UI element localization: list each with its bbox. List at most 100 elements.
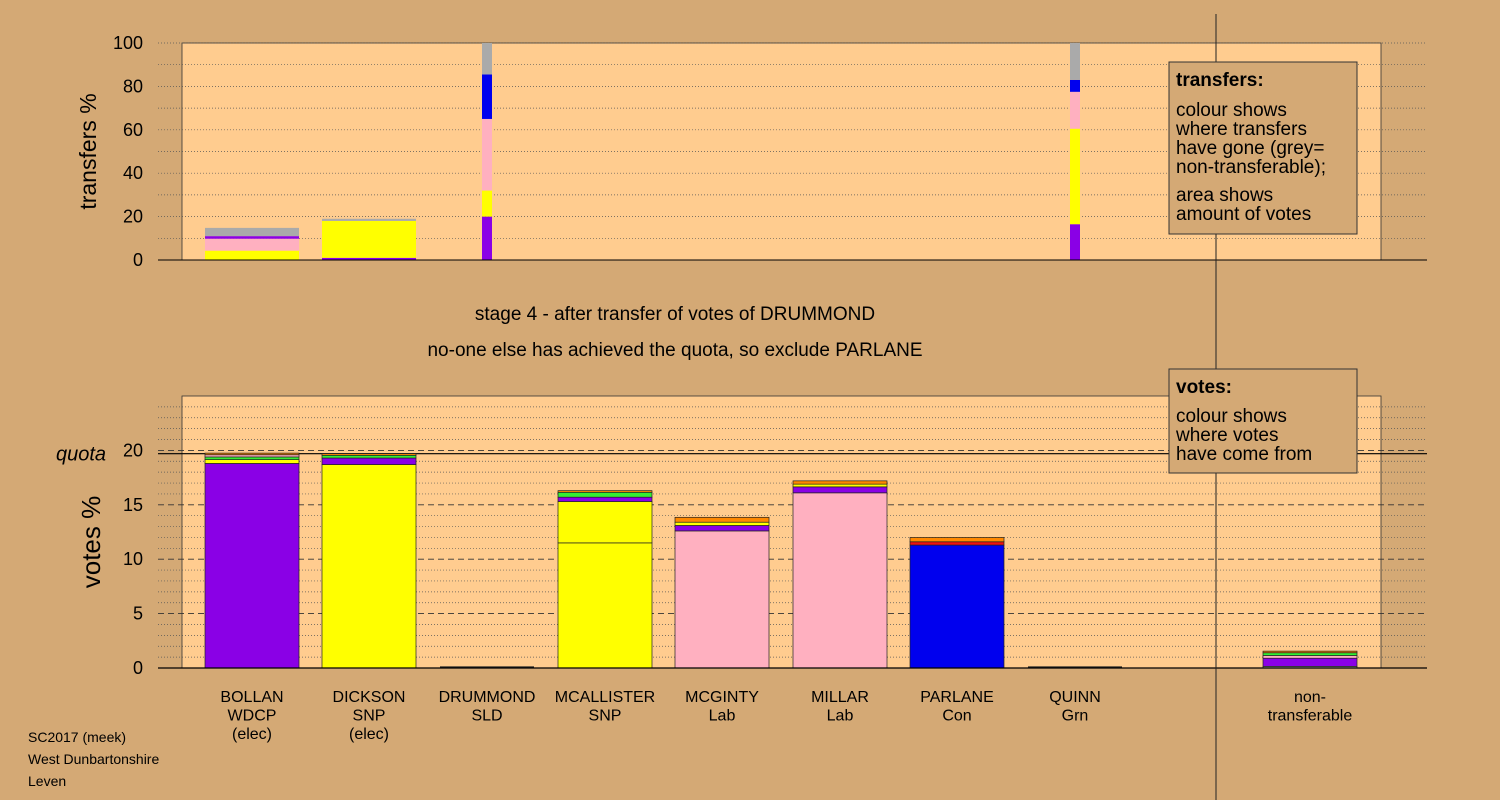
candidate-label: Lab xyxy=(827,708,854,725)
votes-tick-label: 0 xyxy=(133,658,143,678)
votes-tick-label: 10 xyxy=(123,549,143,569)
candidate-label: Lab xyxy=(709,708,736,725)
transfer-segment xyxy=(1070,224,1080,260)
transfer-segment xyxy=(1070,128,1080,225)
vote-segment xyxy=(321,453,417,456)
vote-segment xyxy=(909,541,1005,546)
vote-segment xyxy=(1262,657,1358,667)
transfers-legend-box xyxy=(1168,61,1358,235)
vote-segment xyxy=(557,491,653,498)
candidate-label: DRUMMOND xyxy=(439,689,536,706)
votes-axis-label: votes % xyxy=(76,496,106,589)
transfer-segment xyxy=(482,216,492,260)
transfers-legend-line: have gone (grey= xyxy=(1176,138,1324,159)
vote-segment xyxy=(792,486,888,494)
vote-segment xyxy=(321,464,417,669)
candidate-label: MILLAR xyxy=(811,689,869,706)
transfer-segment xyxy=(482,118,492,191)
transfers-tick-label: 40 xyxy=(123,163,143,183)
candidate-label: BOLLAN xyxy=(220,689,283,706)
votes-tick-label: 15 xyxy=(123,495,143,515)
vote-segment xyxy=(557,496,653,502)
vote-segment xyxy=(557,501,653,544)
transfer-segment xyxy=(322,218,416,221)
transfers-legend-line: area shows xyxy=(1176,185,1273,206)
candidate-label: (elec) xyxy=(349,726,389,743)
stage-title: stage 4 - after transfer of votes of DRU… xyxy=(475,304,875,325)
vote-segment xyxy=(792,492,888,669)
transfer-segment xyxy=(322,220,416,258)
transfer-segment xyxy=(1070,43,1080,80)
transfers-legend-line: non-transferable); xyxy=(1176,157,1326,178)
transfers-tick-label: 0 xyxy=(133,250,143,270)
transfer-segment xyxy=(205,238,299,251)
transfers-tick-label: 60 xyxy=(123,120,143,140)
candidate-label: SLD xyxy=(471,708,502,725)
candidate-label: QUINN xyxy=(1049,689,1101,706)
candidate-label: DICKSON xyxy=(333,689,406,706)
votes-legend-line: where votes xyxy=(1175,425,1278,446)
vote-segment xyxy=(674,516,770,523)
votes-tick-label: 20 xyxy=(123,440,143,460)
vote-segment xyxy=(1262,655,1358,659)
transfers-legend-title: transfers: xyxy=(1176,70,1264,91)
vote-segment xyxy=(321,454,417,459)
stage-subtitle: no-one else has achieved the quota, so e… xyxy=(427,340,922,361)
quota-label: quota xyxy=(56,444,106,466)
transfers-tick-label: 20 xyxy=(123,207,143,227)
transfer-segment xyxy=(205,236,299,239)
vote-segment xyxy=(909,544,1005,669)
footer-ward: Leven xyxy=(28,773,67,789)
candidate-label: SNP xyxy=(353,708,386,725)
vote-segment xyxy=(674,525,770,532)
vote-segment xyxy=(557,542,653,669)
vote-segment xyxy=(909,537,1005,543)
footer-info: SC2017 (meek) West Dunbartonshire Leven xyxy=(28,726,159,792)
footer-council: West Dunbartonshire xyxy=(28,751,160,767)
transfers-tick-label: 80 xyxy=(123,76,143,96)
vote-segment xyxy=(204,459,300,464)
candidate-label: transferable xyxy=(1268,708,1353,725)
footer-election: SC2017 (meek) xyxy=(28,729,127,745)
vote-segment xyxy=(792,480,888,485)
transfer-segment xyxy=(482,74,492,119)
vote-segment xyxy=(792,483,888,488)
transfers-legend-line: amount of votes xyxy=(1176,204,1311,225)
transfer-segment xyxy=(205,250,299,260)
vote-segment xyxy=(321,457,417,465)
candidate-label: PARLANE xyxy=(920,689,994,706)
vote-segment xyxy=(1262,650,1358,654)
candidate-label: MCGINTY xyxy=(685,689,759,706)
vote-segment xyxy=(557,490,653,493)
candidate-label: non- xyxy=(1294,689,1326,706)
transfer-segment xyxy=(205,227,299,237)
transfer-segment xyxy=(482,43,492,75)
transfers-legend-line: where transfers xyxy=(1175,119,1307,140)
votes-legend-box xyxy=(1168,368,1358,474)
transfer-segment xyxy=(482,190,492,217)
vote-segment xyxy=(204,452,300,456)
transfer-segment xyxy=(1070,91,1080,129)
transfers-legend-line: colour shows xyxy=(1176,100,1287,121)
vote-segment xyxy=(674,521,770,526)
transfers-tick-label: 100 xyxy=(113,33,143,53)
vote-segment xyxy=(204,456,300,460)
votes-tick-label: 5 xyxy=(133,604,143,624)
votes-legend-title: votes: xyxy=(1176,377,1232,398)
candidate-label: MCALLISTER xyxy=(555,689,655,706)
vote-segment xyxy=(1262,652,1358,656)
candidate-label: SNP xyxy=(589,708,622,725)
candidate-label: Con xyxy=(942,708,971,725)
transfers-axis-label: transfers % xyxy=(75,93,101,209)
votes-legend-line: have come from xyxy=(1176,444,1312,465)
transfer-segment xyxy=(322,257,416,260)
candidate-label: WDCP xyxy=(228,708,277,725)
candidate-label: (elec) xyxy=(232,726,272,743)
vote-segment xyxy=(674,530,770,669)
transfer-segment xyxy=(1070,79,1080,92)
votes-legend-line: colour shows xyxy=(1176,406,1287,427)
candidate-label: Grn xyxy=(1062,708,1089,725)
